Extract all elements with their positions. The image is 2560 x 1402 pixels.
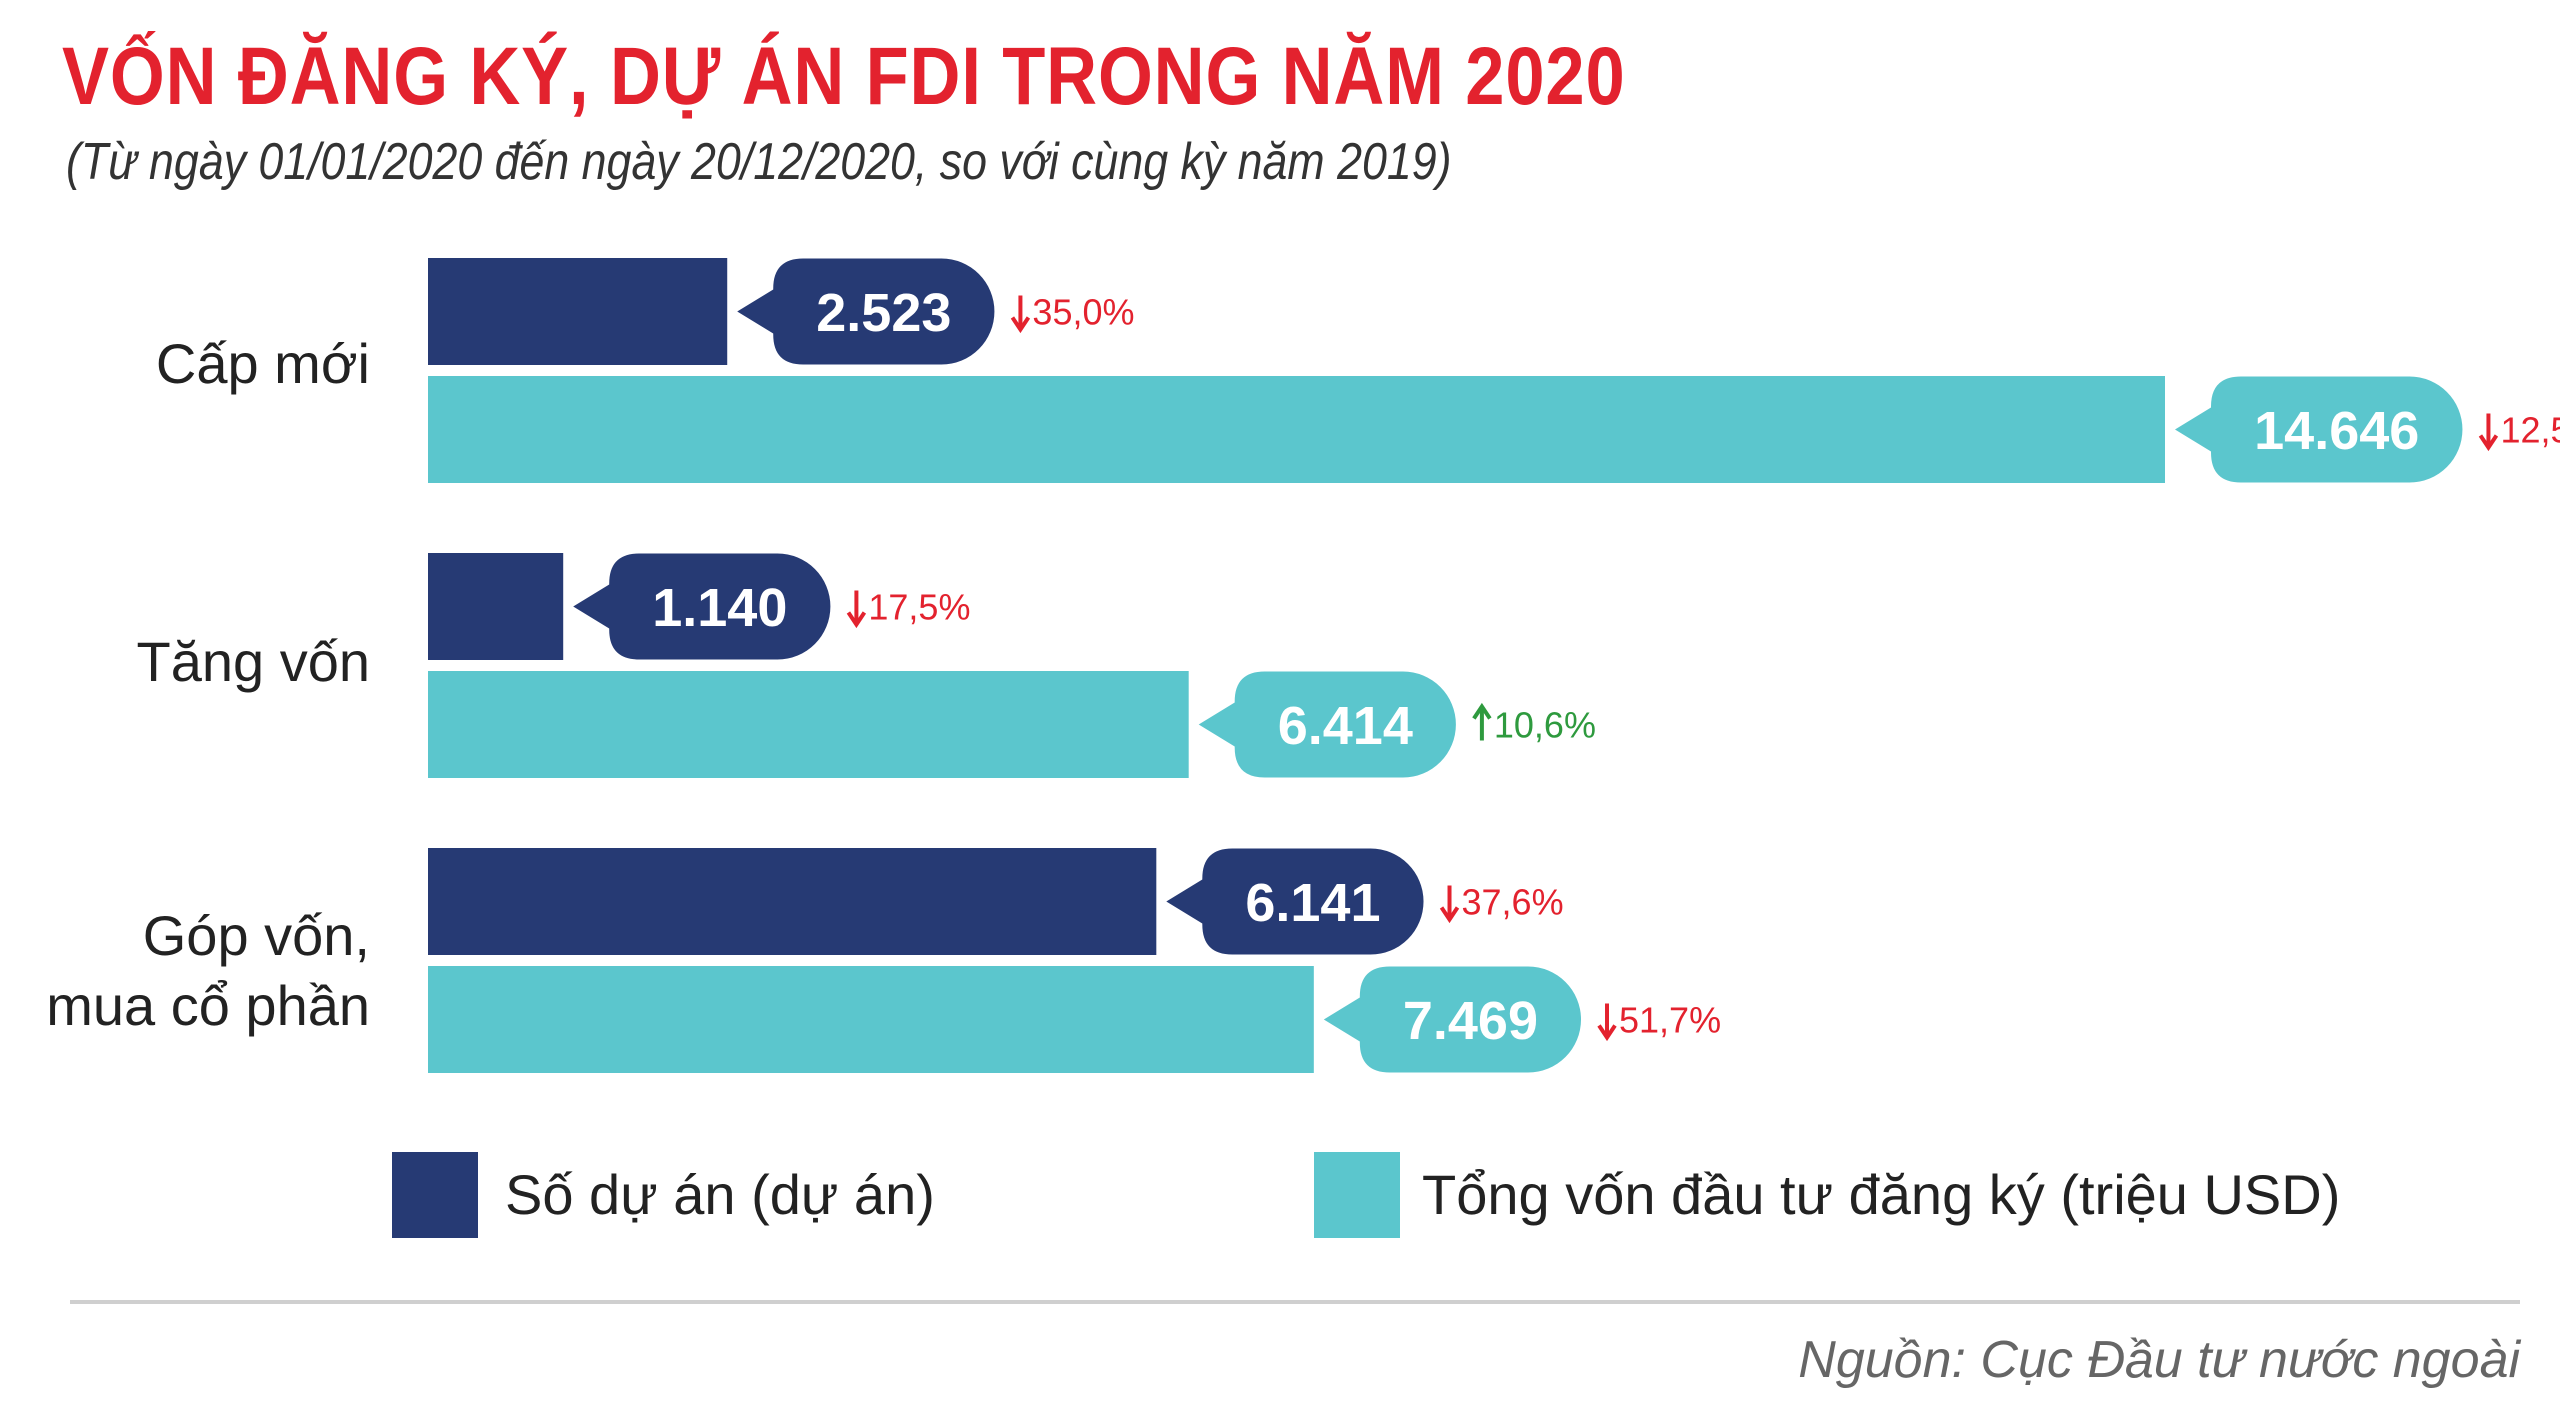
change-label-capital-2: 51,7% [1619, 1000, 1721, 1041]
arrow-down-head-icon-1-2 [1597, 1024, 1617, 1042]
source-note: Nguồn: Cục Đầu tư nước ngoài [1798, 1331, 2520, 1389]
value-label-capital-2: 7.469 [1403, 991, 1538, 1051]
arrow-up-head-icon-1-1 [1472, 702, 1492, 720]
chart-subtitle: (Từ ngày 01/01/2020 đến ngày 20/12/2020,… [66, 133, 1452, 191]
value-bubble-projects-0 [737, 258, 995, 365]
arrow-down-head-icon-1-0 [2478, 434, 2499, 452]
value-bubble-projects-1 [573, 553, 831, 660]
value-bubble-capital-2 [1323, 966, 1582, 1073]
bar-chart: 2.523 35,0% 14.646 12,5% 1.140 17,5% 6.414 10,6… [428, 258, 2560, 1073]
value-bubble-capital-1 [1198, 671, 1456, 778]
change-label-capital-1: 10,6% [1494, 705, 1596, 746]
arrow-down-head-icon-0-2 [1439, 906, 1460, 924]
arrow-down-head-icon-0-0 [1010, 316, 1031, 334]
bar-projects-1 [428, 553, 564, 660]
bar-projects-0 [428, 258, 728, 365]
value-label-projects-0: 2.523 [816, 283, 951, 343]
bar-projects-2 [428, 848, 1157, 955]
legend-swatch-projects [392, 1152, 478, 1238]
category-label-cap-moi: Cấp mới [155, 332, 370, 395]
change-label-projects-1: 17,5% [868, 587, 970, 628]
value-bubble-capital-0 [2175, 376, 2463, 483]
category-label-gop-von-line1: Góp vốn, [142, 904, 370, 967]
value-label-projects-2: 6.141 [1245, 873, 1380, 933]
bar-capital-2 [428, 966, 1314, 1073]
value-label-capital-1: 6.414 [1278, 696, 1413, 756]
category-label-gop-von-line2: mua cổ phần [46, 974, 370, 1037]
arrow-down-head-icon-0-1 [846, 611, 867, 629]
bar-capital-0 [428, 376, 2165, 483]
value-label-projects-1: 1.140 [652, 578, 787, 638]
category-label-tang-von: Tăng vốn [136, 630, 371, 693]
chart-title: VỐN ĐĂNG KÝ, DỰ ÁN FDI TRONG NĂM 2020 [62, 31, 1626, 122]
legend-label-capital: Tổng vốn đầu tư đăng ký (triệu USD) [1422, 1163, 2341, 1226]
legend-label-projects: Số dự án (dự án) [505, 1163, 935, 1226]
bar-capital-1 [428, 671, 1189, 778]
legend-swatch-capital [1314, 1152, 1400, 1238]
change-label-projects-0: 35,0% [1032, 292, 1134, 333]
change-label-capital-0: 12,5% [2500, 410, 2560, 451]
footer-divider [70, 1300, 2520, 1304]
value-label-capital-0: 14.646 [2254, 401, 2419, 461]
value-bubble-projects-2 [1166, 848, 1424, 955]
change-label-projects-2: 37,6% [1462, 882, 1564, 923]
